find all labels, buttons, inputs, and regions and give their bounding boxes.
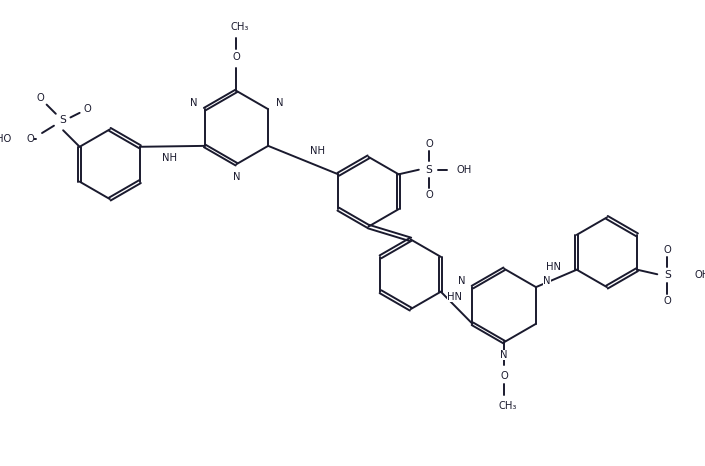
Text: CH₃: CH₃	[231, 21, 250, 32]
Text: S: S	[426, 164, 432, 175]
Text: O: O	[26, 134, 34, 144]
Text: O: O	[501, 371, 508, 381]
Text: O: O	[37, 93, 44, 103]
Text: N: N	[276, 98, 283, 108]
Text: NH: NH	[162, 153, 177, 163]
Text: HN: HN	[546, 262, 561, 273]
Text: OH: OH	[456, 164, 472, 175]
Text: O: O	[233, 52, 240, 62]
Text: N: N	[544, 276, 551, 286]
Text: CH₃: CH₃	[498, 401, 517, 411]
Text: HO: HO	[0, 135, 11, 144]
Text: N: N	[190, 98, 197, 108]
Text: O: O	[425, 139, 433, 149]
Text: HN: HN	[447, 292, 462, 302]
Text: O: O	[663, 245, 671, 254]
Text: O: O	[663, 296, 671, 306]
Text: OH: OH	[695, 270, 705, 280]
Text: S: S	[59, 115, 66, 125]
Text: O: O	[425, 191, 433, 200]
Text: S: S	[664, 270, 670, 280]
Text: N: N	[501, 350, 508, 360]
Text: NH: NH	[310, 146, 326, 156]
Text: N: N	[233, 172, 240, 182]
Text: O: O	[83, 104, 91, 114]
Text: N: N	[458, 276, 465, 286]
